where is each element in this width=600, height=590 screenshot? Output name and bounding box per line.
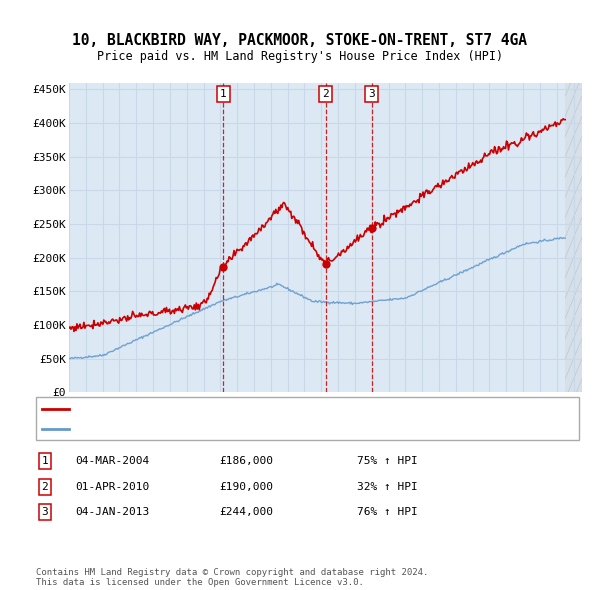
Text: £244,000: £244,000 [219, 507, 273, 517]
Text: 3: 3 [368, 89, 375, 99]
Text: 76% ↑ HPI: 76% ↑ HPI [357, 507, 418, 517]
Text: 1: 1 [220, 89, 227, 99]
Polygon shape [565, 83, 582, 392]
Text: 3: 3 [41, 507, 49, 517]
Text: 04-MAR-2004: 04-MAR-2004 [75, 457, 149, 466]
Text: 2: 2 [41, 482, 49, 491]
Text: 32% ↑ HPI: 32% ↑ HPI [357, 482, 418, 491]
Text: 75% ↑ HPI: 75% ↑ HPI [357, 457, 418, 466]
Text: 01-APR-2010: 01-APR-2010 [75, 482, 149, 491]
Text: 10, BLACKBIRD WAY, PACKMOOR, STOKE-ON-TRENT, ST7 4GA (detached house): 10, BLACKBIRD WAY, PACKMOOR, STOKE-ON-TR… [72, 404, 486, 414]
Text: £186,000: £186,000 [219, 457, 273, 466]
Text: 04-JAN-2013: 04-JAN-2013 [75, 507, 149, 517]
Text: 2: 2 [322, 89, 329, 99]
Text: £190,000: £190,000 [219, 482, 273, 491]
Text: HPI: Average price, detached house, Stoke-on-Trent: HPI: Average price, detached house, Stok… [72, 424, 372, 434]
Text: 10, BLACKBIRD WAY, PACKMOOR, STOKE-ON-TRENT, ST7 4GA: 10, BLACKBIRD WAY, PACKMOOR, STOKE-ON-TR… [73, 33, 527, 48]
Text: Contains HM Land Registry data © Crown copyright and database right 2024.
This d: Contains HM Land Registry data © Crown c… [36, 568, 428, 587]
Text: 1: 1 [41, 457, 49, 466]
Text: Price paid vs. HM Land Registry's House Price Index (HPI): Price paid vs. HM Land Registry's House … [97, 50, 503, 63]
